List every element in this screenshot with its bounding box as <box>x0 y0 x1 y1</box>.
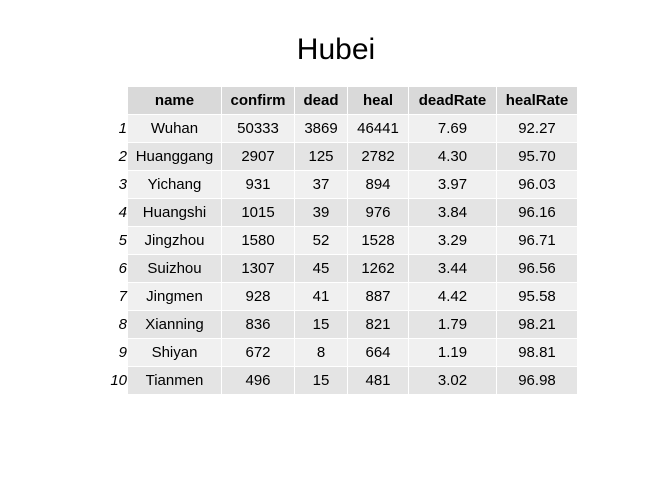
row-number-header <box>105 87 127 114</box>
cell-heal: 887 <box>348 283 408 310</box>
cell-healrate: 96.03 <box>497 171 577 198</box>
cell-confirm: 1015 <box>222 199 294 226</box>
column-header-heal: heal <box>348 87 408 114</box>
cell-heal: 481 <box>348 367 408 394</box>
row-number: 3 <box>118 176 127 193</box>
cell-name: Shiyan <box>128 339 221 366</box>
cell-deadrate: 4.30 <box>409 143 496 170</box>
cell-deadrate: 3.97 <box>409 171 496 198</box>
cell-name: Jingmen <box>128 283 221 310</box>
cell-dead: 8 <box>295 339 347 366</box>
cell-healrate: 96.56 <box>497 255 577 282</box>
cell-dead: 41 <box>295 283 347 310</box>
cell-healrate: 92.27 <box>497 115 577 142</box>
column-header-healrate: healRate <box>497 87 577 114</box>
cell-confirm: 496 <box>222 367 294 394</box>
cell-heal: 1262 <box>348 255 408 282</box>
cell-name: Wuhan <box>128 115 221 142</box>
cell-confirm: 1580 <box>222 227 294 254</box>
cell-healrate: 98.21 <box>497 311 577 338</box>
cell-confirm: 672 <box>222 339 294 366</box>
cell-dead: 3869 <box>295 115 347 142</box>
column-header-deadrate: deadRate <box>409 87 496 114</box>
cell-deadrate: 1.79 <box>409 311 496 338</box>
row-number: 8 <box>118 316 127 333</box>
cell-dead: 15 <box>295 311 347 338</box>
cell-heal: 976 <box>348 199 408 226</box>
cell-deadrate: 3.29 <box>409 227 496 254</box>
cell-confirm: 836 <box>222 311 294 338</box>
cell-name: Suizhou <box>128 255 221 282</box>
row-number: 4 <box>118 204 127 221</box>
cell-dead: 125 <box>295 143 347 170</box>
row-number: 1 <box>118 120 127 137</box>
row-number: 2 <box>118 148 127 165</box>
cell-deadrate: 4.42 <box>409 283 496 310</box>
cell-heal: 664 <box>348 339 408 366</box>
row-number: 6 <box>118 260 127 277</box>
table-body: 1 Wuhan 50333 3869 46441 7.69 92.27 2 Huanggang 2… <box>105 115 577 394</box>
table-row: 3 Yichang 931 37 894 3.97 96.03 <box>105 171 577 198</box>
cell-dead: 39 <box>295 199 347 226</box>
cell-healrate: 96.16 <box>497 199 577 226</box>
cell-deadrate: 3.44 <box>409 255 496 282</box>
cell-name: Jingzhou <box>128 227 221 254</box>
cell-confirm: 1307 <box>222 255 294 282</box>
cell-dead: 52 <box>295 227 347 254</box>
cell-deadrate: 1.19 <box>409 339 496 366</box>
cell-dead: 37 <box>295 171 347 198</box>
cell-healrate: 98.81 <box>497 339 577 366</box>
cell-healrate: 95.58 <box>497 283 577 310</box>
table-row: 5 Jingzhou 1580 52 1528 3.29 96.71 <box>105 227 577 254</box>
table-row: 9 Shiyan 672 8 664 1.19 98.81 <box>105 339 577 366</box>
row-number: 5 <box>118 232 127 249</box>
cell-confirm: 2907 <box>222 143 294 170</box>
table-row: 8 Xianning 836 15 821 1.79 98.21 <box>105 311 577 338</box>
cell-heal: 821 <box>348 311 408 338</box>
cell-healrate: 96.71 <box>497 227 577 254</box>
row-number: 9 <box>118 344 127 361</box>
chart-title: Hubei <box>296 33 376 66</box>
table-row: 1 Wuhan 50333 3869 46441 7.69 92.27 <box>105 115 577 142</box>
table-row: 7 Jingmen 928 41 887 4.42 95.58 <box>105 283 577 310</box>
data-table: name confirm dead heal deadRate healRate… <box>104 86 578 395</box>
row-number: 7 <box>118 288 127 305</box>
table-row: 4 Huangshi 1015 39 976 3.84 96.16 <box>105 199 577 226</box>
cell-dead: 45 <box>295 255 347 282</box>
cell-name: Yichang <box>128 171 221 198</box>
cell-confirm: 50333 <box>222 115 294 142</box>
cell-deadrate: 3.84 <box>409 199 496 226</box>
column-header-name: name <box>128 87 221 114</box>
cell-dead: 15 <box>295 367 347 394</box>
cell-confirm: 928 <box>222 283 294 310</box>
cell-healrate: 96.98 <box>497 367 577 394</box>
cell-heal: 46441 <box>348 115 408 142</box>
cell-heal: 1528 <box>348 227 408 254</box>
cell-confirm: 931 <box>222 171 294 198</box>
header-row: name confirm dead heal deadRate healRate <box>105 87 577 114</box>
table-row: 2 Huanggang 2907 125 2782 4.30 95.70 <box>105 143 577 170</box>
table-row: 6 Suizhou 1307 45 1262 3.44 96.56 <box>105 255 577 282</box>
cell-name: Huangshi <box>128 199 221 226</box>
cell-deadrate: 7.69 <box>409 115 496 142</box>
column-header-dead: dead <box>295 87 347 114</box>
table-row: 10 Tianmen 496 15 481 3.02 96.98 <box>105 367 577 394</box>
cell-name: Tianmen <box>128 367 221 394</box>
cell-name: Xianning <box>128 311 221 338</box>
cell-heal: 2782 <box>348 143 408 170</box>
cell-deadrate: 3.02 <box>409 367 496 394</box>
column-header-confirm: confirm <box>222 87 294 114</box>
cell-name: Huanggang <box>128 143 221 170</box>
cell-healrate: 95.70 <box>497 143 577 170</box>
cell-heal: 894 <box>348 171 408 198</box>
row-number: 10 <box>110 372 127 389</box>
